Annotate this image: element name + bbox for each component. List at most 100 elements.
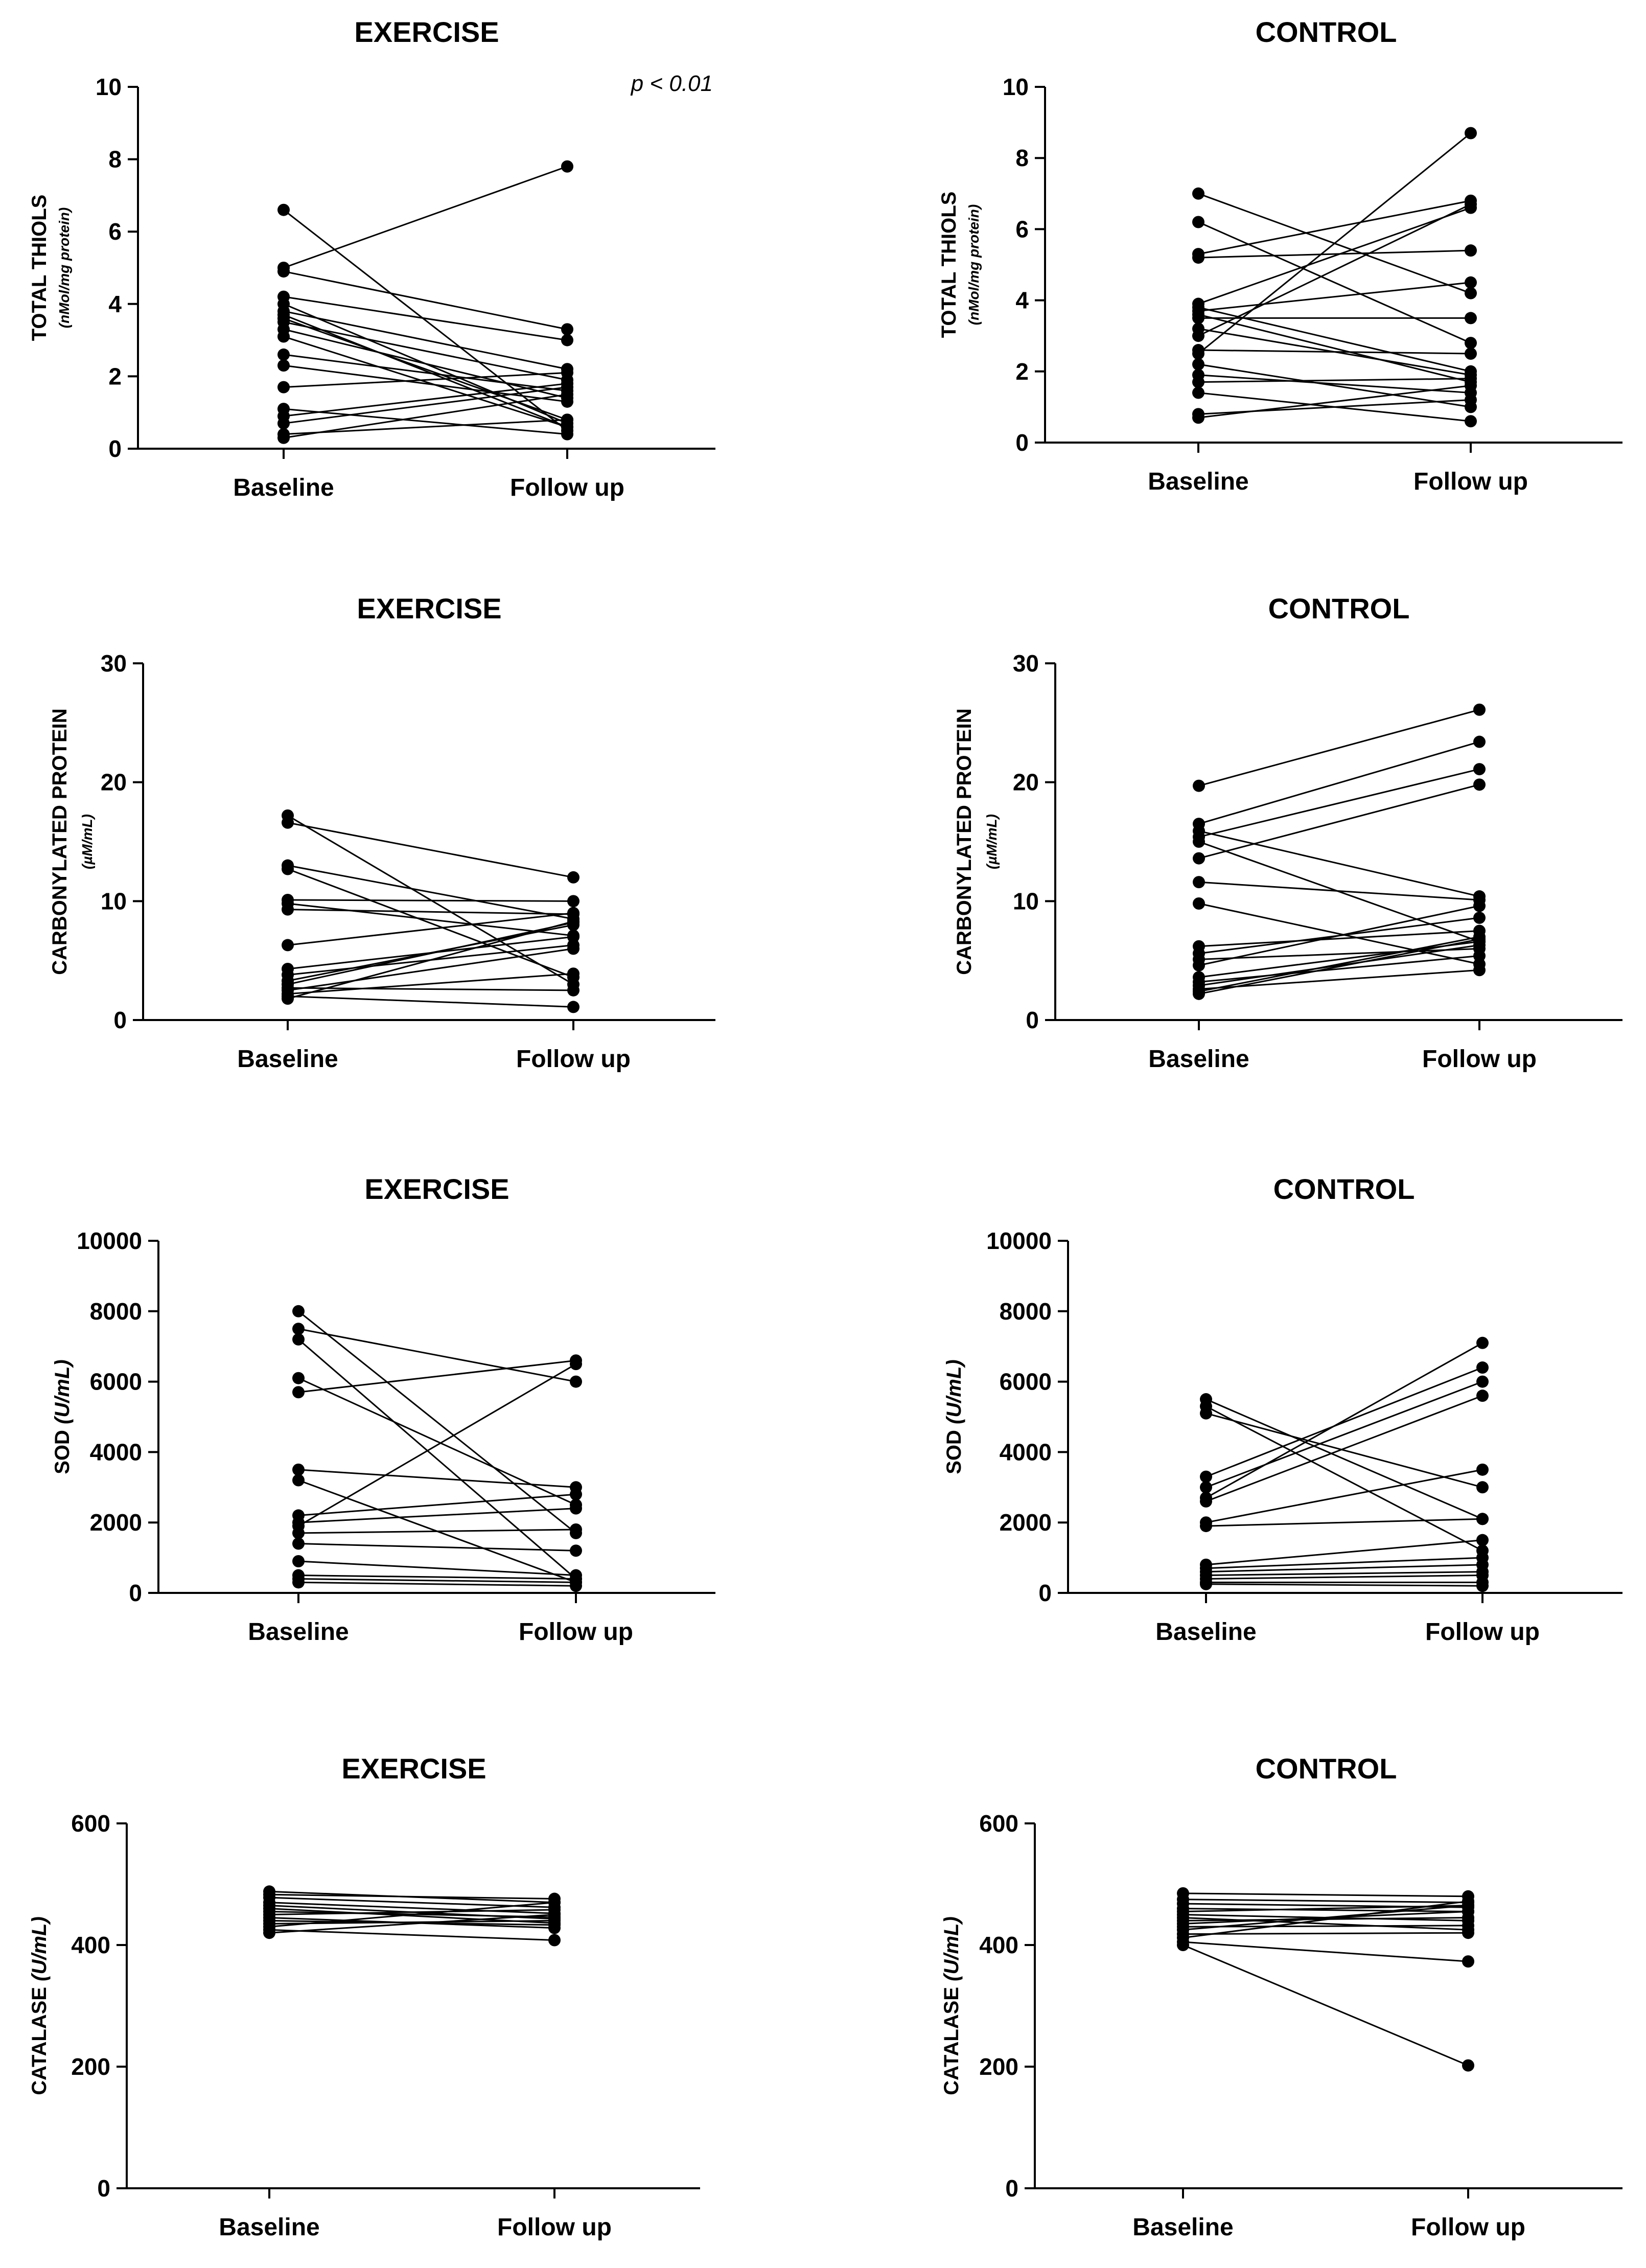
y-axis-label: CATALASE (U/mL) [940,1916,963,2095]
baseline-point [1193,876,1205,889]
subject-line [298,1581,576,1587]
baseline-point [1200,1578,1212,1590]
y-axis-unit: (µM/mL) [79,814,95,869]
baseline-point [277,359,290,372]
subject-line [1205,1413,1483,1488]
subject-line [1198,881,1480,901]
x-category-label: Follow up [1422,1046,1537,1073]
chart-panel-8: 0 200 400 600 Baseline Follow up CONTROL CATALA… [940,1752,1622,2241]
followup-point [567,915,579,928]
followup-point [1465,337,1477,350]
y-tick-label: 0 [1026,1007,1039,1033]
subject-line [1183,1905,1469,1913]
followup-point [1473,911,1486,924]
subject-line [1198,282,1471,312]
followup-point [1462,1895,1474,1908]
x-category-label: Baseline [1148,468,1248,495]
y-tick-label: 10 [1013,888,1039,914]
baseline-point [1200,1481,1212,1494]
subject-line [287,973,574,995]
subject-line [283,408,568,435]
baseline-point [1200,1495,1212,1508]
baseline-point [1200,1470,1212,1483]
followup-point [1465,287,1477,299]
subject-line [283,354,568,392]
baseline-point [292,1333,305,1346]
chart-title: EXERCISE [341,1752,486,1785]
followup-point [561,388,573,401]
y-axis-label: CATALASE (U/mL) [28,1916,51,2095]
baseline-point [282,903,294,916]
followup-point [561,160,573,173]
subject-line [1205,1398,1483,1520]
baseline-point [1200,1520,1212,1533]
baseline-point [1192,411,1204,424]
y-axis-unit: (U/mL) [940,1916,963,1981]
subject-line [1198,385,1471,419]
subject-line [287,909,574,915]
subject-line [287,912,574,946]
baseline-point [1193,959,1205,971]
y-axis-label: CARBONYLATED PROTEIN [953,708,976,975]
subject-line [1198,200,1471,255]
subject-line [1205,1342,1483,1499]
subject-line [283,317,568,421]
subject-line [283,383,568,417]
followup-point [1473,735,1486,748]
subject-line [283,296,568,341]
subject-line [298,1493,576,1516]
baseline-point [292,1474,305,1487]
subject-line [1183,1925,1469,1928]
x-category-label: Follow up [1411,2214,1525,2241]
subject-line [298,1560,576,1577]
x-category-label: Follow up [516,1046,631,1073]
y-tick-label: 200 [71,2053,110,2080]
subject-line [283,310,568,370]
subject-line [298,1363,576,1527]
y-tick-label: 4000 [90,1439,142,1465]
baseline-point [1192,187,1204,200]
subject-line [298,1575,576,1580]
subject-line [283,419,568,435]
baseline-point [292,1323,305,1335]
subject-line [1205,1583,1483,1587]
chart-title: EXERCISE [357,592,501,624]
followup-point [561,323,573,336]
subject-line [1198,969,1480,990]
y-tick-label: 200 [979,2053,1018,2080]
baseline-point [282,992,294,1005]
subject-line [1198,930,1480,947]
subject-line [1205,1469,1483,1523]
followup-point [1476,1463,1489,1476]
followup-point [1473,899,1486,912]
baseline-point [277,203,290,216]
followup-point [1476,1513,1489,1525]
y-axis-label-name: CATALASE [28,1987,51,2095]
y-tick-label: 4 [1015,287,1029,314]
followup-point [1465,198,1477,211]
subject-line [1198,902,1480,965]
subject-line [1198,944,1480,987]
followup-point [567,984,579,997]
followup-point [1473,763,1486,776]
baseline-point [277,381,290,394]
followup-point [548,1934,561,1947]
baseline-point [292,1576,305,1589]
followup-point [570,1580,582,1592]
x-category-label: Baseline [1148,1046,1249,1073]
x-category-label: Baseline [219,2214,319,2241]
y-tick-label: 0 [1005,2175,1018,2202]
baseline-point [1192,348,1204,360]
subject-line [298,1310,576,1534]
baseline-point [1193,836,1205,848]
baseline-point [263,1927,275,1939]
baseline-point [282,816,294,829]
followup-point [570,1358,582,1371]
baseline-point [1192,376,1204,388]
followup-point [1465,127,1477,140]
followup-point [561,413,573,426]
subject-line [1183,1908,1469,1913]
y-tick-label: 0 [113,1007,127,1033]
followup-point [567,895,579,908]
subject-line [1205,1381,1483,1488]
